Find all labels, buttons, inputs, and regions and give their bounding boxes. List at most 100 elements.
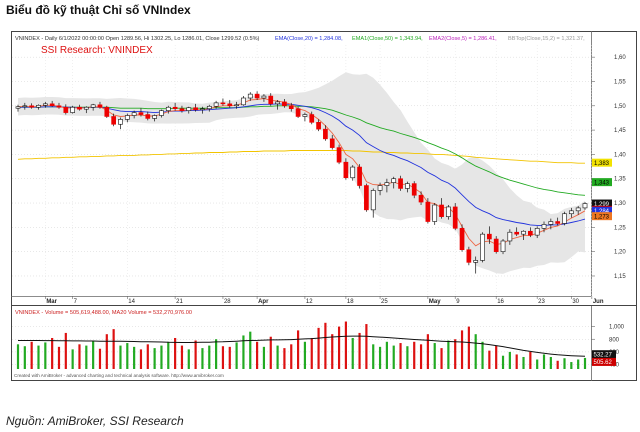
volume-bar-up: [522, 356, 525, 369]
candle-body-up: [90, 104, 96, 108]
candle-body-up: [548, 221, 554, 225]
candle: [446, 204, 451, 220]
bbtop-info-text: BBTop(Close,15,2) = 1,321.37,: [508, 36, 585, 42]
volume-bars: [16, 321, 587, 369]
candle: [234, 101, 239, 109]
price-badge-label: 1,299: [594, 202, 610, 208]
candle: [220, 98, 226, 106]
candle-body-up: [370, 190, 376, 211]
candle: [377, 182, 383, 196]
volume-bar-down: [30, 341, 33, 369]
volume-bar-up: [262, 346, 266, 369]
candle-body-up: [159, 110, 164, 116]
price-badge-box: [592, 178, 612, 187]
candle: [364, 183, 369, 212]
candle: [487, 226, 492, 244]
candle: [193, 103, 198, 112]
candle: [247, 92, 253, 101]
candle: [261, 94, 267, 102]
volume-badge-label: 532.27: [594, 353, 613, 359]
volume-bar-up: [501, 355, 505, 369]
candle-body-up: [70, 106, 75, 113]
candle: [575, 205, 581, 215]
candle-body-up: [405, 183, 410, 189]
candle: [439, 198, 444, 219]
volume-bar-up: [71, 349, 74, 369]
candle: [493, 236, 499, 254]
volume-bar-down: [324, 322, 327, 369]
candle-body-down: [254, 93, 260, 99]
candle: [507, 229, 513, 245]
candle: [582, 202, 588, 210]
ema5-info-text: EMA2(Close,5) = 1,286.41,: [429, 36, 497, 42]
volume-badge: 532.27: [592, 350, 616, 359]
volume-bar-down: [228, 346, 231, 369]
price-badge: 1,343: [592, 178, 612, 186]
date-tick-label: Mar: [46, 299, 57, 305]
volume-bar-down: [57, 346, 61, 369]
candle: [254, 91, 260, 100]
candle-body-up: [241, 97, 246, 106]
volume-bar-up: [542, 354, 546, 369]
candle-body-down: [29, 105, 35, 108]
candle: [227, 99, 233, 108]
candle-body-down: [439, 204, 444, 217]
candle-body-down: [63, 106, 69, 113]
candle: [562, 211, 567, 226]
date-tick-label: Apr: [258, 299, 269, 305]
volume-bar-up: [549, 356, 552, 369]
date-tick-label: 28: [224, 299, 231, 305]
candle: [77, 104, 82, 111]
ema50-info-text: EMA1(Close,50) = 1,343.94,: [352, 36, 423, 42]
candle-body-up: [36, 104, 41, 108]
candle-body-down: [179, 108, 185, 111]
candle: [411, 181, 417, 199]
price-ticks: 1,60 1,55 1,50 1,45 1,40 1,35 1,30 1,25 1,20 1,15: [591, 55, 626, 280]
date-tick-label: 7: [74, 299, 78, 305]
volume-bar-down: [358, 332, 361, 369]
candle: [131, 110, 137, 119]
candle: [42, 101, 48, 108]
volume-bar-down: [180, 345, 184, 369]
page-title: Biểu đồ kỹ thuật Chỉ số VNIndex: [6, 3, 191, 17]
candle-body-up: [186, 107, 192, 111]
volume-badge-box: [592, 350, 616, 359]
volume-bar-up: [23, 346, 26, 369]
volume-bar-down: [194, 340, 197, 369]
price-badge-label: 1,273: [594, 214, 610, 220]
volume-bar-up: [235, 342, 238, 369]
volume-bar-down: [440, 348, 443, 369]
candle: [29, 103, 35, 109]
price-tick-label: 1,50: [614, 104, 626, 110]
volume-bar-down: [515, 354, 518, 369]
candle: [521, 230, 526, 240]
volume-bar-down: [256, 341, 259, 369]
price-tick-label: 1,35: [614, 177, 626, 183]
candle-body-up: [83, 106, 89, 110]
candle: [329, 134, 335, 150]
candle: [206, 104, 212, 112]
candle-body-down: [493, 238, 499, 252]
date-tick-label: 23: [538, 299, 545, 305]
candle: [268, 93, 274, 106]
candle: [63, 104, 69, 115]
date-tick-label: 18: [347, 299, 354, 305]
price-info-text: VNINDEX - Daily 6/1/2022 00:00:00 Open 1…: [15, 36, 260, 42]
candle: [275, 99, 280, 110]
footer-note: Created with AmiBroker - advanced charti…: [14, 373, 224, 378]
price-badge: 1,273: [592, 212, 612, 220]
candle-body-up: [42, 103, 48, 106]
candle: [541, 221, 547, 233]
volume-bar-down: [78, 344, 81, 369]
candle: [316, 119, 321, 132]
volume-bar-up: [167, 341, 170, 369]
volume-bar-down: [146, 344, 149, 369]
volume-bar-up: [372, 344, 375, 369]
volume-tick-label: 1,000: [609, 325, 625, 331]
date-tick-label: 9: [456, 299, 460, 305]
volume-bar-down: [296, 330, 300, 369]
candle-body-up: [432, 204, 438, 222]
volume-bar-up: [563, 358, 566, 369]
volume-tick-label: 800: [609, 337, 620, 343]
candle-body-up: [261, 95, 267, 99]
